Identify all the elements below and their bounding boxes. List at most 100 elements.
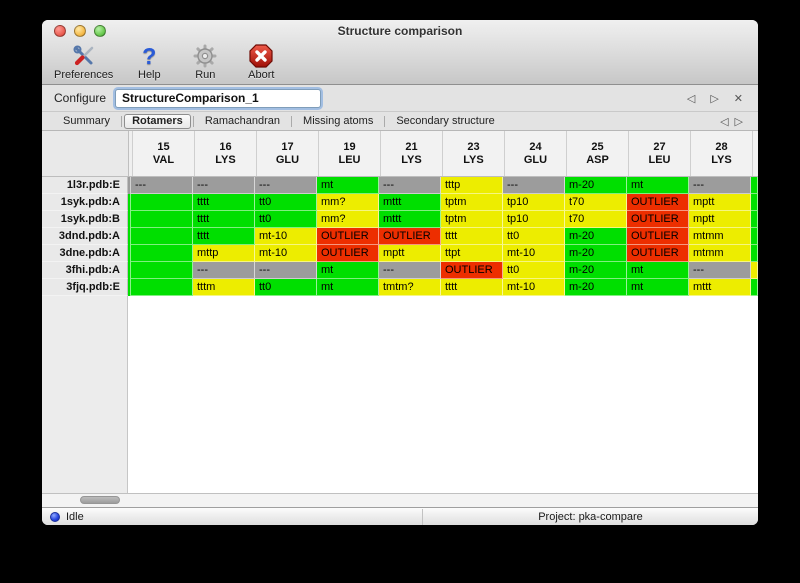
tab-missing-atoms[interactable]: Missing atoms: [303, 115, 374, 127]
rotamer-cell[interactable]: tp10: [503, 211, 565, 228]
tab-secondary-structure[interactable]: Secondary structure: [396, 115, 495, 127]
rotamer-cell[interactable]: mt: [317, 177, 379, 194]
rotamer-cell[interactable]: OUTLIER: [627, 228, 689, 245]
help-button[interactable]: ? Help: [138, 43, 161, 81]
tab-rotamers[interactable]: Rotamers: [124, 113, 191, 129]
rotamer-cell[interactable]: tttt: [441, 279, 503, 296]
rotamer-cell[interactable]: tp10: [503, 194, 565, 211]
rotamer-cell[interactable]: mptt: [689, 194, 751, 211]
rotamer-cell[interactable]: tttt: [193, 211, 255, 228]
rotamer-cell-clipped[interactable]: [751, 194, 758, 211]
minimize-window-button[interactable]: [74, 25, 86, 37]
tab-ramachandran[interactable]: Ramachandran: [204, 115, 281, 127]
rotamer-cell[interactable]: mt: [317, 279, 379, 296]
rotamer-cell[interactable]: mttt: [379, 194, 441, 211]
row-label[interactable]: 1l3r.pdb:E: [42, 177, 128, 194]
rotamer-cell[interactable]: mm?: [317, 194, 379, 211]
rotamer-cell[interactable]: tttm: [193, 279, 255, 296]
rotamer-cell[interactable]: OUTLIER: [627, 194, 689, 211]
rotamer-cell[interactable]: ---: [131, 177, 193, 194]
rotamer-cell[interactable]: mt-10: [503, 245, 565, 262]
rotamer-cell[interactable]: [131, 228, 193, 245]
rotamer-cell[interactable]: OUTLIER: [627, 245, 689, 262]
rotamer-cell[interactable]: OUTLIER: [317, 245, 379, 262]
rotamer-cell[interactable]: mt: [317, 262, 379, 279]
rotamer-cell[interactable]: mttt: [689, 279, 751, 296]
rotamer-cell[interactable]: tttp: [441, 177, 503, 194]
rotamer-cell[interactable]: tt0: [503, 228, 565, 245]
rotamer-cell[interactable]: tt0: [503, 262, 565, 279]
config-back-button[interactable]: ◁: [686, 92, 696, 105]
rotamer-cell[interactable]: mtmm: [689, 228, 751, 245]
rotamer-cell-clipped[interactable]: [751, 262, 758, 279]
rotamer-cell[interactable]: tptm: [441, 211, 503, 228]
abort-button[interactable]: Abort: [241, 43, 281, 81]
rotamer-cell[interactable]: [131, 211, 193, 228]
row-label[interactable]: 3dnd.pdb:A: [42, 228, 128, 245]
rotamer-cell[interactable]: OUTLIER: [441, 262, 503, 279]
configure-input[interactable]: [115, 88, 322, 108]
rotamer-cell[interactable]: ---: [379, 177, 441, 194]
rotamer-cell[interactable]: tttt: [441, 228, 503, 245]
rotamer-cell-clipped[interactable]: [751, 211, 758, 228]
rotamer-cell[interactable]: OUTLIER: [627, 211, 689, 228]
config-close-button[interactable]: ✕: [733, 92, 743, 105]
close-window-button[interactable]: [54, 25, 66, 37]
horizontal-scrollbar[interactable]: [42, 493, 758, 507]
run-button[interactable]: Run: [185, 43, 225, 81]
rotamer-cell[interactable]: mt-10: [255, 245, 317, 262]
rotamer-cell[interactable]: ---: [255, 177, 317, 194]
rotamer-cell[interactable]: mm?: [317, 211, 379, 228]
rotamer-cell[interactable]: ---: [689, 177, 751, 194]
tabs-back-button[interactable]: ◁: [720, 115, 729, 128]
tabs-forward-button[interactable]: ▷: [734, 115, 743, 128]
rotamer-cell[interactable]: t70: [565, 194, 627, 211]
rotamer-cell[interactable]: OUTLIER: [379, 228, 441, 245]
rotamer-cell[interactable]: ttpt: [441, 245, 503, 262]
rotamer-cell-clipped[interactable]: [751, 279, 758, 296]
row-label[interactable]: 3fhi.pdb:A: [42, 262, 128, 279]
titlebar[interactable]: Structure comparison: [42, 20, 758, 42]
scrollbar-thumb[interactable]: [80, 496, 120, 504]
rotamer-cell[interactable]: mt-10: [255, 228, 317, 245]
rotamer-cell[interactable]: [131, 262, 193, 279]
rotamer-cell[interactable]: mptt: [689, 211, 751, 228]
rotamer-cell[interactable]: tptm: [441, 194, 503, 211]
rotamer-cell-clipped[interactable]: [751, 245, 758, 262]
rotamer-cell[interactable]: [131, 245, 193, 262]
rotamer-cell[interactable]: mttt: [379, 211, 441, 228]
rotamer-cell[interactable]: ---: [503, 177, 565, 194]
zoom-window-button[interactable]: [94, 25, 106, 37]
rotamer-cell[interactable]: tt0: [255, 279, 317, 296]
rotamer-cell[interactable]: tttt: [193, 228, 255, 245]
rotamer-cell[interactable]: mt: [627, 279, 689, 296]
rotamer-cell[interactable]: ---: [379, 262, 441, 279]
rotamer-cell[interactable]: ---: [193, 262, 255, 279]
rotamer-cell[interactable]: mttp: [193, 245, 255, 262]
rotamer-cell[interactable]: m-20: [565, 279, 627, 296]
rotamer-cell[interactable]: tmtm?: [379, 279, 441, 296]
rotamer-cell[interactable]: mptt: [379, 245, 441, 262]
tab-summary[interactable]: Summary: [63, 115, 111, 127]
rotamer-cell[interactable]: mt: [627, 262, 689, 279]
rotamer-cell[interactable]: mt: [627, 177, 689, 194]
rotamer-cell[interactable]: mtmm: [689, 245, 751, 262]
row-label[interactable]: 1syk.pdb:B: [42, 211, 128, 228]
rotamer-cell[interactable]: m-20: [565, 177, 627, 194]
rotamer-cell[interactable]: [131, 194, 193, 211]
rotamer-cell[interactable]: m-20: [565, 228, 627, 245]
row-label[interactable]: 3dne.pdb:A: [42, 245, 128, 262]
rotamer-cell[interactable]: ---: [255, 262, 317, 279]
rotamer-cell[interactable]: OUTLIER: [317, 228, 379, 245]
rotamer-cell-clipped[interactable]: [751, 177, 758, 194]
rotamer-cell[interactable]: t70: [565, 211, 627, 228]
rotamer-cell[interactable]: tt0: [255, 211, 317, 228]
rotamer-cell[interactable]: tt0: [255, 194, 317, 211]
rotamer-cell-clipped[interactable]: [751, 228, 758, 245]
rotamer-cell[interactable]: ---: [689, 262, 751, 279]
rotamer-cell[interactable]: m-20: [565, 245, 627, 262]
rotamer-cell[interactable]: m-20: [565, 262, 627, 279]
rotamer-cell[interactable]: ---: [193, 177, 255, 194]
rotamer-cell[interactable]: tttt: [193, 194, 255, 211]
preferences-button[interactable]: Preferences: [54, 43, 113, 81]
